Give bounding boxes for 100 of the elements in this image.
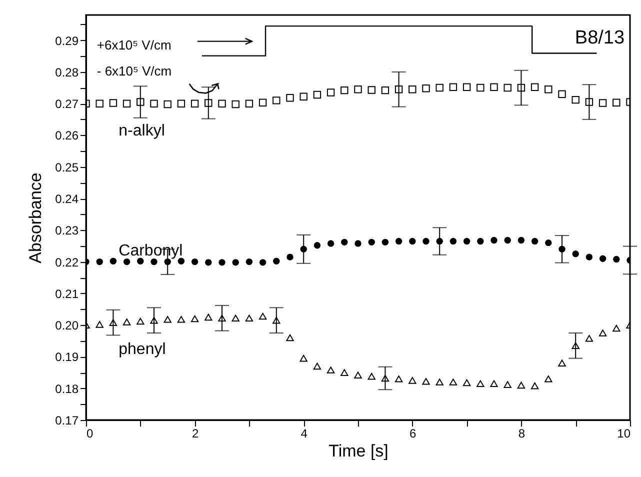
point — [517, 382, 526, 389]
point — [599, 255, 606, 262]
point — [326, 366, 335, 374]
point — [408, 377, 416, 384]
point — [408, 86, 416, 94]
point — [462, 379, 471, 386]
point — [382, 238, 389, 246]
point — [381, 374, 390, 382]
point — [504, 84, 512, 92]
point — [327, 240, 334, 247]
point — [613, 256, 620, 263]
point — [572, 250, 579, 258]
y-tick-label: 0.18 — [55, 382, 79, 396]
point — [258, 98, 267, 106]
point — [572, 342, 580, 350]
point — [286, 334, 294, 342]
point — [422, 238, 430, 245]
point — [218, 314, 226, 322]
point — [190, 100, 199, 108]
point — [136, 318, 144, 325]
y-tick-label: 0.28 — [55, 65, 79, 80]
point — [544, 86, 552, 94]
point — [545, 239, 552, 246]
point — [205, 259, 212, 266]
point — [476, 84, 484, 92]
point — [449, 83, 458, 91]
point — [354, 240, 362, 247]
point — [340, 86, 348, 94]
point — [436, 378, 444, 386]
annotation: B8/13 — [574, 27, 625, 48]
point — [204, 314, 212, 321]
point — [422, 84, 430, 92]
point — [598, 99, 607, 107]
point — [300, 92, 308, 100]
point — [313, 90, 322, 99]
point — [218, 100, 226, 108]
point — [490, 236, 498, 244]
y-tick-label: 0.24 — [55, 192, 79, 206]
point — [530, 83, 539, 91]
point — [585, 334, 594, 342]
point — [232, 259, 239, 266]
point — [232, 100, 240, 108]
x-tick-label: 0 — [86, 426, 94, 440]
point — [122, 100, 131, 108]
point — [531, 238, 538, 245]
point — [504, 236, 511, 244]
y-tick-label: 0.27 — [55, 97, 79, 112]
x-axis-title: Time [s] — [328, 442, 388, 460]
point — [586, 254, 593, 260]
point — [490, 380, 498, 388]
y-tick-label: 0.22 — [55, 255, 79, 270]
point — [164, 100, 172, 108]
point — [517, 84, 526, 92]
annotation: +6x10⁵ V/cm — [96, 37, 172, 52]
point — [341, 238, 348, 246]
point — [354, 372, 362, 378]
point — [558, 90, 566, 98]
point — [300, 354, 308, 362]
point — [258, 312, 267, 320]
y-tick-label: 0.26 — [55, 128, 79, 143]
point — [422, 378, 430, 385]
point — [232, 314, 240, 322]
point — [354, 86, 362, 94]
point — [612, 98, 620, 106]
y-tick-label: 0.19 — [55, 350, 79, 364]
point — [450, 238, 457, 245]
point — [449, 378, 458, 386]
series-label: n-alkyl — [118, 122, 165, 140]
point — [395, 238, 402, 245]
point — [462, 83, 471, 91]
point — [394, 86, 403, 94]
y-tick-label: 0.23 — [55, 224, 79, 238]
annotation: - 6x10⁵ V/cm — [96, 64, 172, 79]
point — [245, 100, 254, 108]
point — [381, 86, 390, 94]
point — [286, 94, 294, 102]
point — [518, 236, 525, 244]
point — [96, 258, 103, 266]
x-tick-label: 10 — [617, 426, 631, 440]
point — [259, 259, 266, 266]
point — [477, 238, 484, 245]
point — [313, 362, 322, 370]
point — [394, 375, 403, 382]
point — [246, 258, 253, 266]
x-tick-label: 8 — [518, 426, 526, 440]
point — [314, 242, 321, 249]
point — [96, 321, 104, 328]
point — [164, 316, 172, 323]
y-tick-label: 0.25 — [55, 160, 79, 174]
point — [191, 258, 198, 266]
point — [218, 259, 226, 266]
series-label: phenyl — [118, 340, 166, 358]
point — [558, 360, 566, 366]
point — [598, 330, 607, 336]
point — [340, 369, 348, 376]
point — [476, 380, 484, 388]
point — [122, 318, 131, 326]
point — [150, 316, 158, 324]
y-tick-label: 0.21 — [55, 286, 79, 301]
point — [177, 316, 186, 323]
